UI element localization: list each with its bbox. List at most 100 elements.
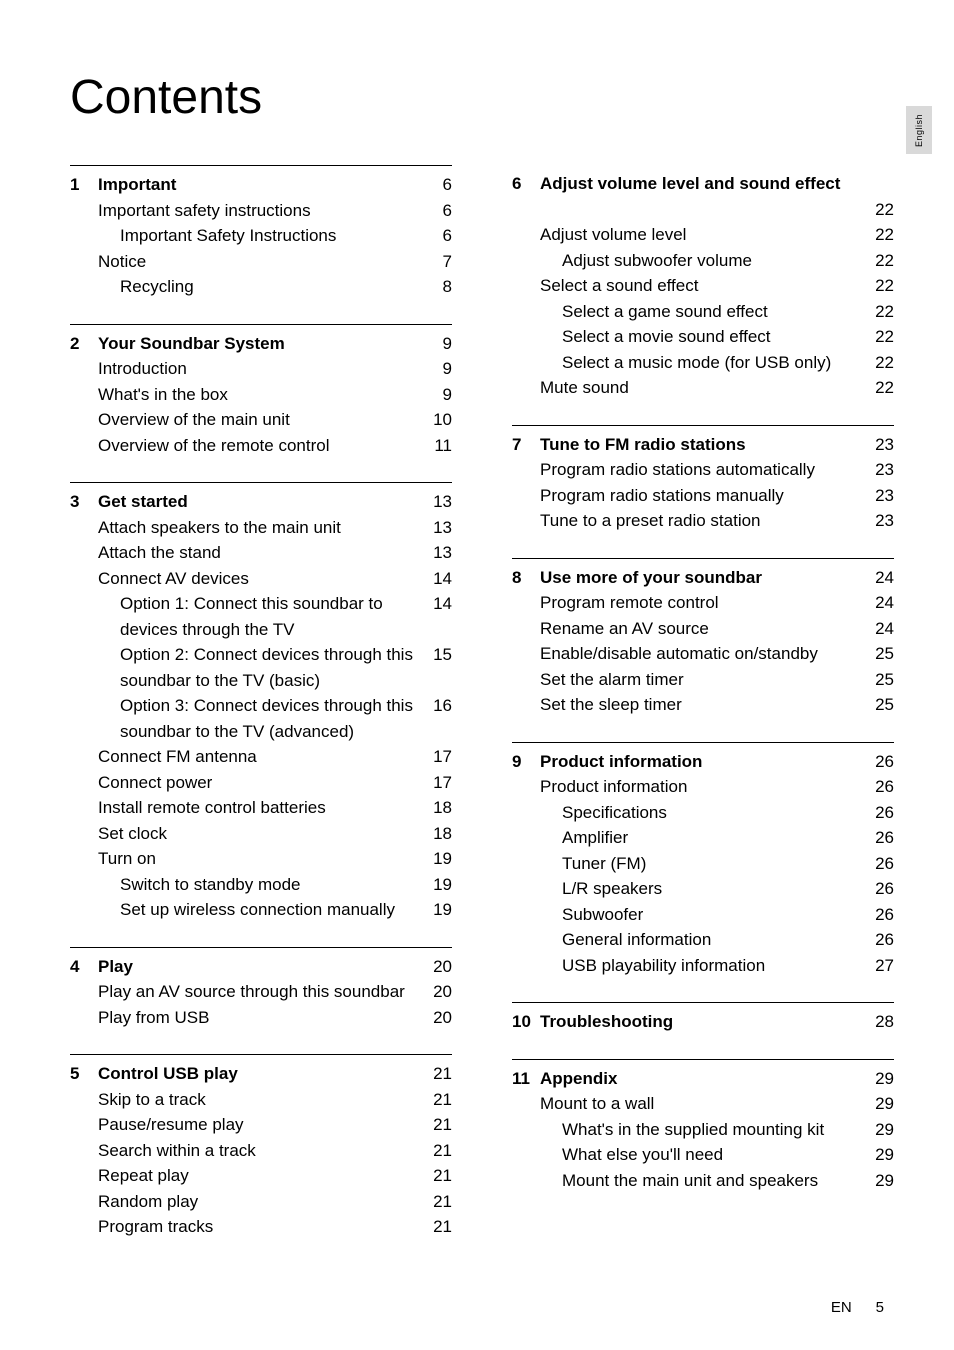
toc-entry[interactable]: Connect power17 <box>70 770 452 796</box>
toc-entry[interactable]: Program remote control24 <box>512 590 894 616</box>
toc-entry[interactable]: Attach speakers to the main unit13 <box>70 515 452 541</box>
toc-entry[interactable]: Play from USB20 <box>70 1005 452 1031</box>
entry-text: Adjust volume level <box>540 222 866 248</box>
toc-entry[interactable]: 6Adjust volume level and sound effect <box>512 171 894 197</box>
entry-text: Program radio stations manually <box>540 483 866 509</box>
toc-entry[interactable]: What else you'll need29 <box>512 1142 894 1168</box>
toc-entry[interactable]: What's in the box9 <box>70 382 452 408</box>
entry-text: Amplifier <box>540 825 866 851</box>
toc-entry[interactable]: Rename an AV source24 <box>512 616 894 642</box>
entry-text: Subwoofer <box>540 902 866 928</box>
toc-entry[interactable]: Option 2: Connect devices through this s… <box>70 642 452 693</box>
toc-entry[interactable]: Random play21 <box>70 1189 452 1215</box>
toc-entry[interactable]: Turn on19 <box>70 846 452 872</box>
toc-entry[interactable]: L/R speakers26 <box>512 876 894 902</box>
toc-entry[interactable]: Mute sound22 <box>512 375 894 401</box>
entry-page: 27 <box>866 953 894 979</box>
toc-entry[interactable]: Pause/resume play21 <box>70 1112 452 1138</box>
toc-entry[interactable]: 5Control USB play21 <box>70 1061 452 1087</box>
toc-entry[interactable]: Program radio stations manually23 <box>512 483 894 509</box>
toc-entry[interactable]: Attach the stand13 <box>70 540 452 566</box>
toc-left-column: 1Important6Important safety instructions… <box>70 165 452 1264</box>
toc-entry[interactable]: 9Product information26 <box>512 749 894 775</box>
footer-lang-code: EN <box>831 1299 852 1316</box>
entry-page: 22 <box>866 248 894 274</box>
toc-entry[interactable]: Set clock18 <box>70 821 452 847</box>
toc-entry[interactable]: Skip to a track21 <box>70 1087 452 1113</box>
toc-entry[interactable]: Mount the main unit and speakers29 <box>512 1168 894 1194</box>
toc-entry[interactable]: 8Use more of your soundbar24 <box>512 565 894 591</box>
entry-text: Option 3: Connect devices through this s… <box>98 693 424 744</box>
entry-text: Set clock <box>98 821 424 847</box>
toc-entry[interactable]: Connect FM antenna17 <box>70 744 452 770</box>
toc-entry[interactable]: Option 1: Connect this soundbar to devic… <box>70 591 452 642</box>
entry-text: Mute sound <box>540 375 866 401</box>
toc-entry[interactable]: Tune to a preset radio station23 <box>512 508 894 534</box>
toc-entry[interactable]: Set the sleep timer25 <box>512 692 894 718</box>
toc-entry[interactable]: Select a music mode (for USB only)22 <box>512 350 894 376</box>
toc-entry[interactable]: Set up wireless connection manually19 <box>70 897 452 923</box>
entry-text: Appendix <box>540 1066 866 1092</box>
toc-entry[interactable]: Adjust volume level22 <box>512 222 894 248</box>
toc-entry-page-row: 22 <box>512 197 894 223</box>
toc-entry[interactable]: Important safety instructions6 <box>70 198 452 224</box>
toc-entry[interactable]: 2Your Soundbar System9 <box>70 331 452 357</box>
toc-entry[interactable]: 11Appendix29 <box>512 1066 894 1092</box>
toc-entry[interactable]: Subwoofer26 <box>512 902 894 928</box>
toc-entry[interactable]: Specifications26 <box>512 800 894 826</box>
entry-text: Important safety instructions <box>98 198 424 224</box>
toc-entry[interactable]: Set the alarm timer25 <box>512 667 894 693</box>
entry-page: 10 <box>424 407 452 433</box>
toc-entry[interactable]: Program radio stations automatically23 <box>512 457 894 483</box>
toc-entry[interactable]: Select a sound effect22 <box>512 273 894 299</box>
entry-page: 29 <box>866 1066 894 1092</box>
toc-entry[interactable]: Mount to a wall29 <box>512 1091 894 1117</box>
toc-entry[interactable]: Connect AV devices14 <box>70 566 452 592</box>
section-number: 6 <box>512 171 540 197</box>
toc-entry[interactable]: Amplifier26 <box>512 825 894 851</box>
toc-entry[interactable]: 7Tune to FM radio stations23 <box>512 432 894 458</box>
entry-page: 26 <box>866 749 894 775</box>
toc-entry[interactable]: Select a game sound effect22 <box>512 299 894 325</box>
entry-page: 17 <box>424 770 452 796</box>
toc-entry[interactable]: 3Get started13 <box>70 489 452 515</box>
toc-entry[interactable]: What's in the supplied mounting kit29 <box>512 1117 894 1143</box>
entry-page: 24 <box>866 590 894 616</box>
entry-text: Program radio stations automatically <box>540 457 866 483</box>
toc-entry[interactable]: Tuner (FM)26 <box>512 851 894 877</box>
toc-entry[interactable]: Notice7 <box>70 249 452 275</box>
toc-entry[interactable]: Enable/disable automatic on/standby25 <box>512 641 894 667</box>
toc-entry[interactable]: Repeat play21 <box>70 1163 452 1189</box>
entry-text: Important Safety Instructions <box>98 223 424 249</box>
toc-entry[interactable]: Search within a track21 <box>70 1138 452 1164</box>
toc-entry[interactable]: Select a movie sound effect22 <box>512 324 894 350</box>
entry-text: Specifications <box>540 800 866 826</box>
toc-entry[interactable]: Overview of the main unit10 <box>70 407 452 433</box>
entry-page: 17 <box>424 744 452 770</box>
entry-text: Tune to a preset radio station <box>540 508 866 534</box>
toc-entry[interactable]: Program tracks21 <box>70 1214 452 1240</box>
toc-entry[interactable]: General information26 <box>512 927 894 953</box>
toc-entry[interactable]: Introduction9 <box>70 356 452 382</box>
toc-entry[interactable]: Recycling8 <box>70 274 452 300</box>
entry-page: 26 <box>866 927 894 953</box>
entry-page: 24 <box>866 616 894 642</box>
toc-entry[interactable]: Adjust subwoofer volume22 <box>512 248 894 274</box>
toc-entry[interactable]: USB playability information27 <box>512 953 894 979</box>
toc-entry[interactable]: Overview of the remote control11 <box>70 433 452 459</box>
toc-entry[interactable]: Important Safety Instructions6 <box>70 223 452 249</box>
entry-text: Program remote control <box>540 590 866 616</box>
entry-text: Attach the stand <box>98 540 424 566</box>
toc-entry[interactable]: 1Important6 <box>70 172 452 198</box>
toc-entry[interactable]: Install remote control batteries18 <box>70 795 452 821</box>
toc-entry[interactable]: Switch to standby mode19 <box>70 872 452 898</box>
toc-entry[interactable]: 4Play20 <box>70 954 452 980</box>
entry-page: 22 <box>866 197 894 223</box>
toc-entry[interactable]: 10Troubleshooting28 <box>512 1009 894 1035</box>
toc-entry[interactable]: Play an AV source through this soundbar2… <box>70 979 452 1005</box>
toc-entry[interactable]: Option 3: Connect devices through this s… <box>70 693 452 744</box>
section-number: 11 <box>512 1066 540 1092</box>
entry-text: General information <box>540 927 866 953</box>
toc-entry[interactable]: Product information26 <box>512 774 894 800</box>
entry-page: 11 <box>424 433 452 459</box>
